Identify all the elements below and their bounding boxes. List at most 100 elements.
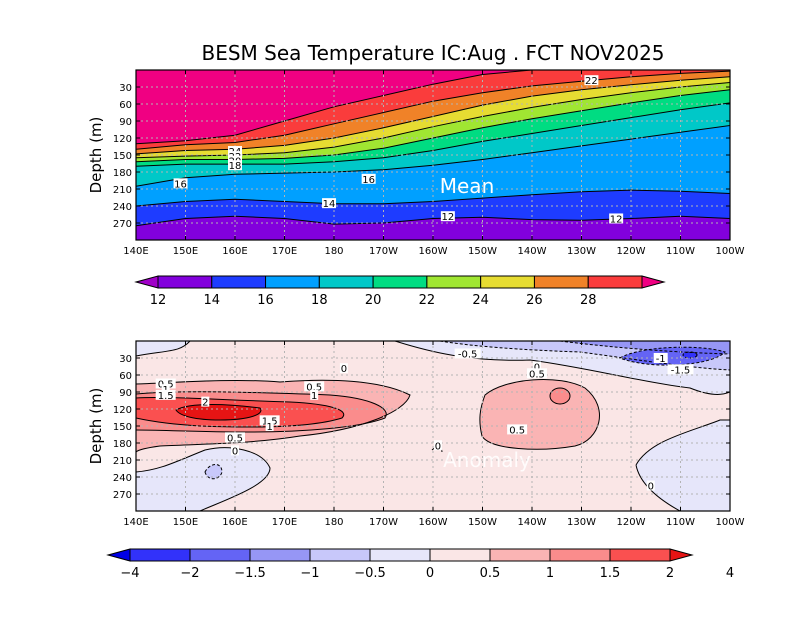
contour-label-bg bbox=[584, 75, 599, 86]
y-tick-label: 30 bbox=[119, 354, 132, 365]
mean-x-axis: 140E 150E 160E 170E 180 170W 160W 150W 140W 130W 1… bbox=[123, 70, 745, 257]
anomaly-fill-1-east bbox=[550, 388, 570, 404]
colorbar-label: 0 bbox=[426, 566, 434, 581]
x-tick-label: 140E bbox=[123, 246, 148, 257]
contour-label-bg bbox=[161, 384, 170, 395]
anomaly-line-neg1 bbox=[559, 341, 730, 355]
y-tick-label: 60 bbox=[119, 100, 132, 111]
colorbar-segment bbox=[426, 275, 482, 289]
anomaly-line-0-se bbox=[635, 419, 730, 511]
y-tick-label: 90 bbox=[119, 388, 132, 399]
chart-title: BESM Sea Temperature IC:Aug . FCT NOV202… bbox=[201, 41, 664, 65]
x-tick-label: 130W bbox=[567, 246, 596, 257]
contour-label: 12 bbox=[610, 214, 623, 225]
contour-label-bg bbox=[228, 146, 242, 157]
colorbar-segment bbox=[189, 548, 251, 562]
x-tick-label: 150W bbox=[468, 517, 497, 528]
contour-label-bg bbox=[259, 415, 280, 426]
contour-label: 0.5 bbox=[227, 433, 243, 444]
anomaly-panel-label: Anomaly bbox=[443, 448, 531, 472]
anomaly-line-05-east bbox=[479, 379, 600, 450]
x-tick-label: 140W bbox=[518, 246, 547, 257]
colorbar-label: 26 bbox=[526, 293, 543, 308]
mean-y-axis-label: Depth (m) bbox=[87, 117, 105, 194]
contour-label: 1.5 bbox=[158, 391, 174, 402]
y-tick-label: 270 bbox=[113, 490, 132, 501]
y-tick-label: 180 bbox=[113, 439, 132, 450]
mean-y-axis: 30 60 90 120 150 180 210 240 270 bbox=[113, 83, 730, 230]
colorbar-segment bbox=[129, 548, 191, 562]
anomaly-x-axis: 140E 150E 160E 170E 180 170W 160W 150W 140W 130W 1… bbox=[123, 341, 745, 528]
mean-panel-label: Mean bbox=[440, 174, 495, 198]
contour-label: 1 bbox=[266, 422, 272, 433]
y-tick-label: 120 bbox=[113, 405, 132, 416]
anomaly-fill-neg-nw bbox=[136, 341, 190, 356]
x-tick-label: 150E bbox=[173, 517, 198, 528]
x-tick-label: 160E bbox=[222, 246, 247, 257]
contour-label: 0 bbox=[341, 364, 347, 375]
contour-label: -0.5 bbox=[458, 349, 478, 360]
contour-label: 16 bbox=[174, 179, 187, 190]
anomaly-line-neg05-sw bbox=[204, 464, 223, 480]
x-tick-label: 160W bbox=[419, 517, 448, 528]
anomaly-y-axis-label: Depth (m) bbox=[87, 388, 105, 465]
colorbar-segment bbox=[549, 548, 611, 562]
contour-label-bg bbox=[228, 160, 242, 171]
x-tick-label: 120W bbox=[617, 246, 646, 257]
colorbar-segment bbox=[429, 548, 491, 562]
y-tick-label: 210 bbox=[113, 185, 132, 196]
x-tick-label: 170E bbox=[272, 246, 297, 257]
colorbar-segment bbox=[211, 275, 267, 289]
y-tick-label: 120 bbox=[113, 134, 132, 145]
y-tick-label: 90 bbox=[119, 117, 132, 128]
x-tick-label: 100W bbox=[716, 517, 745, 528]
colorbar-segment bbox=[318, 275, 374, 289]
anomaly-colorbar: −4 −2 −1.5 −1 −0.5 0 0.5 1 1.5 2 4 bbox=[106, 548, 734, 581]
y-tick-label: 30 bbox=[119, 83, 132, 94]
contour-label-bg bbox=[454, 348, 481, 359]
contour-label-bg bbox=[265, 421, 274, 431]
x-tick-label: 170E bbox=[272, 517, 297, 528]
contour-label: 2 bbox=[202, 398, 208, 409]
contour-label-bg bbox=[310, 389, 319, 400]
x-tick-label: 150W bbox=[468, 246, 497, 257]
colorbar-label: 16 bbox=[257, 293, 274, 308]
colorbar-segment bbox=[489, 548, 551, 562]
contour-label-bg bbox=[173, 178, 188, 189]
colorbar-label: 18 bbox=[311, 293, 328, 308]
colorbar-label: 20 bbox=[365, 293, 382, 308]
colorbar-label: 1 bbox=[546, 566, 554, 581]
colorbar-max-triangle bbox=[641, 275, 666, 289]
colorbar-min-triangle bbox=[134, 275, 159, 289]
colorbar-segment bbox=[157, 275, 213, 289]
y-tick-label: 240 bbox=[113, 202, 132, 213]
x-tick-label: 110W bbox=[666, 246, 695, 257]
colorbar-segment bbox=[369, 548, 431, 562]
contour-label: 0.5 bbox=[509, 425, 525, 436]
contour-label: 0 bbox=[435, 441, 441, 452]
contour-label: 18 bbox=[229, 161, 242, 172]
colorbar-segment bbox=[249, 548, 311, 562]
contour-label-bg bbox=[440, 211, 455, 222]
contour-label-bg bbox=[532, 361, 541, 372]
colorbar-label: 22 bbox=[419, 293, 436, 308]
contour-label: -1 bbox=[656, 354, 666, 365]
x-tick-label: 140W bbox=[518, 517, 547, 528]
x-tick-label: 120W bbox=[617, 517, 646, 528]
anomaly-fill-05-east bbox=[479, 379, 600, 450]
x-tick-label: 160E bbox=[222, 517, 247, 528]
anomaly-line-0-nw bbox=[136, 341, 191, 357]
x-tick-label: 100W bbox=[716, 246, 745, 257]
colorbar-max-triangle bbox=[669, 548, 694, 562]
contour-label-bg bbox=[201, 396, 210, 407]
y-tick-label: 270 bbox=[113, 219, 132, 230]
colorbar-label: 1.5 bbox=[600, 566, 621, 581]
x-tick-label: 130W bbox=[567, 517, 596, 528]
x-tick-label: 180 bbox=[324, 246, 343, 257]
colorbar-label: −1 bbox=[300, 566, 319, 581]
contour-label-bg bbox=[361, 173, 376, 184]
x-tick-label: 150E bbox=[173, 246, 198, 257]
